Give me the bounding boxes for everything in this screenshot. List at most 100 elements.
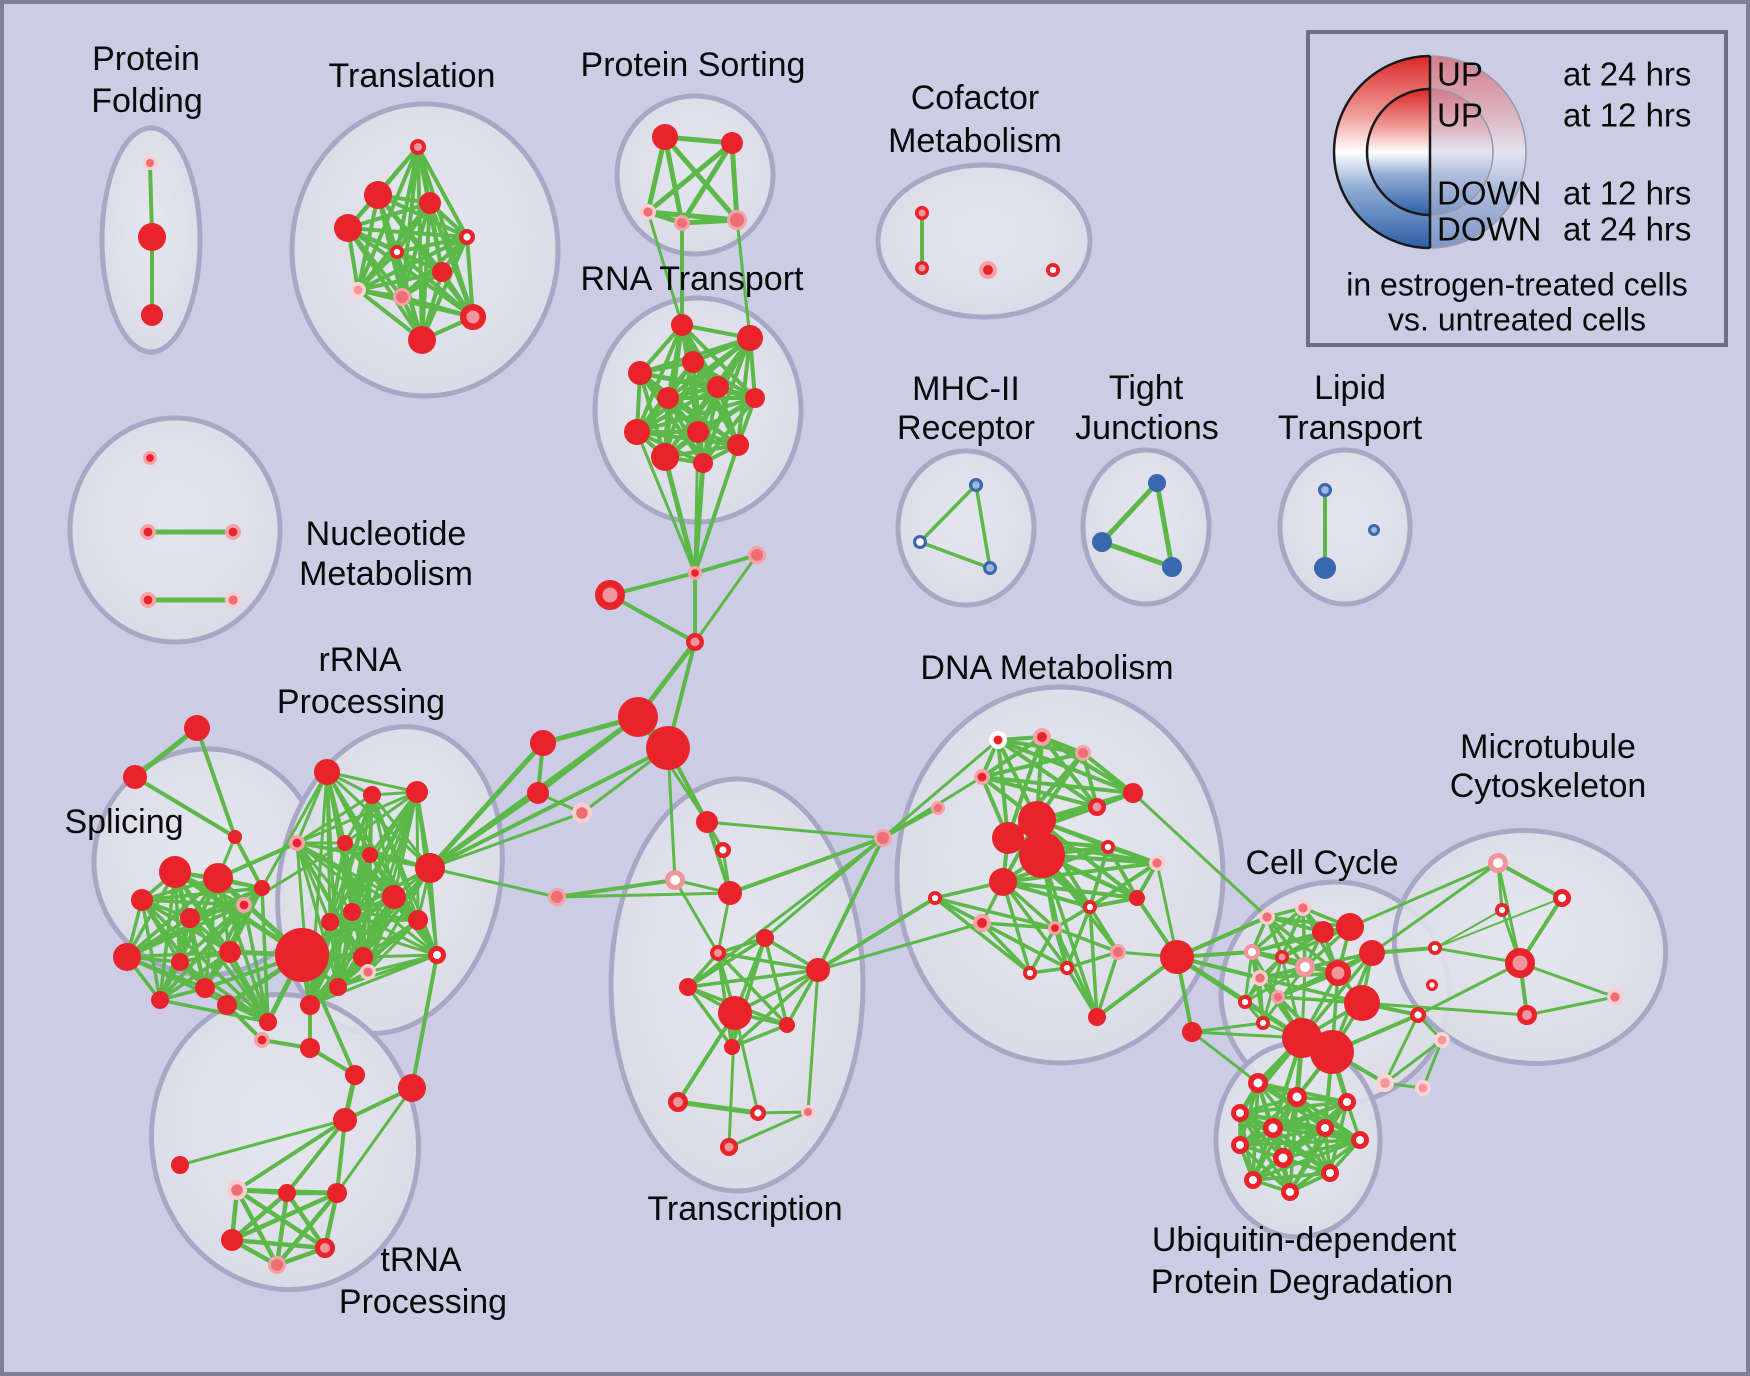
network-edge <box>763 936 789 1027</box>
network-edge <box>881 738 1000 840</box>
gene-node <box>337 835 353 851</box>
legend-row-time-label: at 24 hrs <box>1563 56 1691 93</box>
network-edge <box>1370 861 1500 955</box>
gene-node <box>159 856 191 888</box>
gene-node <box>651 443 679 471</box>
gene-node <box>1110 944 1126 960</box>
gene-node <box>992 822 1024 854</box>
gene-node <box>686 633 704 651</box>
network-edge <box>284 1190 328 1251</box>
gene-node <box>1315 1118 1334 1137</box>
network-edge <box>1028 926 1057 975</box>
gene-node <box>393 288 411 306</box>
gene-node <box>314 759 340 785</box>
gene-node <box>1428 940 1443 955</box>
cluster-lipid-transport-label: Lipid <box>1314 369 1386 407</box>
gene-node <box>224 591 241 608</box>
network-edge <box>1053 926 1099 1019</box>
network-edge <box>1190 1021 1265 1034</box>
gene-node <box>973 914 992 933</box>
gene-node <box>1088 798 1106 816</box>
gene-node <box>180 908 200 928</box>
gene-node <box>1415 1080 1432 1097</box>
cluster-nucleotide-metabolism-label: Nucleotide <box>306 515 467 553</box>
cluster-cell-cycle-label: Cell Cycle <box>1245 844 1398 882</box>
gene-node <box>410 139 426 155</box>
gene-node <box>750 1104 767 1121</box>
network-edge <box>980 921 1069 970</box>
cluster-lipid-transport-ellipse <box>1277 447 1413 607</box>
gene-node <box>687 421 709 443</box>
gene-node <box>595 580 625 610</box>
network-edge <box>676 1011 737 1104</box>
network-edge <box>188 916 270 1024</box>
network-edge <box>705 820 885 840</box>
network-edge <box>1174 954 1305 1041</box>
network-edge <box>1434 897 1563 949</box>
gene-node <box>415 853 445 883</box>
gene-node <box>398 1074 426 1102</box>
cluster-transcription-ellipse <box>608 776 866 1194</box>
network-edge <box>308 790 419 1007</box>
gene-node <box>1273 1148 1293 1168</box>
gene-node <box>1160 940 1194 974</box>
network-edge <box>350 910 420 922</box>
gene-node <box>140 591 157 608</box>
network-edge <box>1001 861 1159 884</box>
network-edge <box>1238 1143 1292 1194</box>
gene-node <box>1230 1103 1249 1122</box>
cluster-trna-processing-label: Processing <box>339 1283 507 1321</box>
network-edge <box>370 793 396 899</box>
gene-node <box>1162 557 1182 577</box>
gene-node <box>329 978 347 996</box>
network-edge <box>428 811 584 870</box>
gene-node <box>171 953 189 971</box>
gene-node <box>1123 783 1143 803</box>
gene-node <box>1248 1073 1268 1093</box>
gene-node <box>1607 988 1624 1005</box>
gene-node <box>228 830 242 844</box>
gene-node <box>131 889 153 911</box>
network-edge <box>1053 926 1120 954</box>
network-edge <box>980 775 1135 795</box>
legend-row-time-label: at 24 hrs <box>1563 211 1691 248</box>
gene-node <box>221 1229 243 1251</box>
gene-node <box>715 842 732 859</box>
gene-node <box>1083 899 1098 914</box>
network-edge <box>343 790 419 845</box>
network-edge <box>335 1118 347 1195</box>
gene-node <box>345 1065 365 1085</box>
gene-node <box>254 1032 271 1049</box>
gene-node <box>1046 262 1061 277</box>
gene-node <box>1426 979 1439 992</box>
network-edge <box>242 903 270 1024</box>
gene-node <box>300 995 320 1015</box>
network-edge <box>635 396 757 434</box>
gene-node <box>408 326 436 354</box>
gene-node <box>989 731 1007 749</box>
network-edge <box>328 918 420 924</box>
network-edge <box>756 1110 810 1115</box>
gene-node <box>1517 1005 1537 1025</box>
gene-node <box>140 523 157 540</box>
gene-node <box>432 262 452 282</box>
gene-node <box>321 913 339 931</box>
cluster-tight-junctions-label: Junctions <box>1075 409 1219 447</box>
network-edge <box>228 950 270 1024</box>
gene-node <box>1314 557 1336 579</box>
network-edge <box>701 396 757 465</box>
gene-node <box>1312 921 1334 943</box>
network-edge <box>686 985 734 1049</box>
gene-node <box>203 863 233 893</box>
network-edge <box>673 878 720 955</box>
network-edge <box>635 430 697 575</box>
gene-node <box>1495 902 1510 917</box>
gene-node <box>1320 1163 1339 1182</box>
network-edge <box>1348 861 1500 929</box>
network-edge <box>1001 880 1032 975</box>
network-edge <box>918 540 992 570</box>
gene-node <box>688 566 703 581</box>
gene-node <box>1409 1007 1426 1024</box>
legend-row-direction-label: UP <box>1437 56 1483 93</box>
